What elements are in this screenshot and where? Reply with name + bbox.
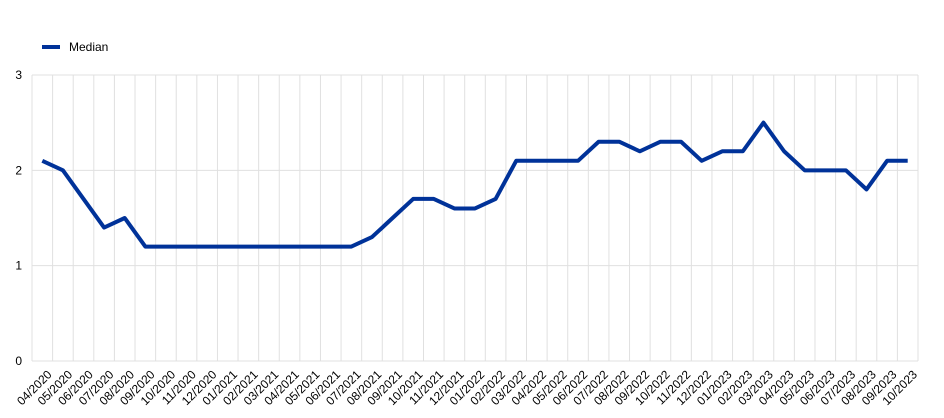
y-tick-label: 1	[15, 259, 22, 273]
series-line	[41, 120, 908, 249]
y-tick-label: 2	[15, 163, 22, 177]
y-tick-label: 3	[15, 68, 22, 82]
y-tick-label: 0	[15, 354, 22, 368]
legend-label: Median	[69, 40, 108, 54]
